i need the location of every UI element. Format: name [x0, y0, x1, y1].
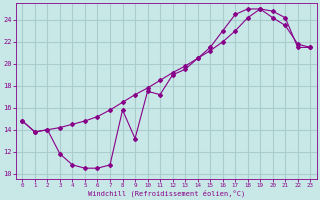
X-axis label: Windchill (Refroidissement éolien,°C): Windchill (Refroidissement éolien,°C) [88, 189, 245, 197]
